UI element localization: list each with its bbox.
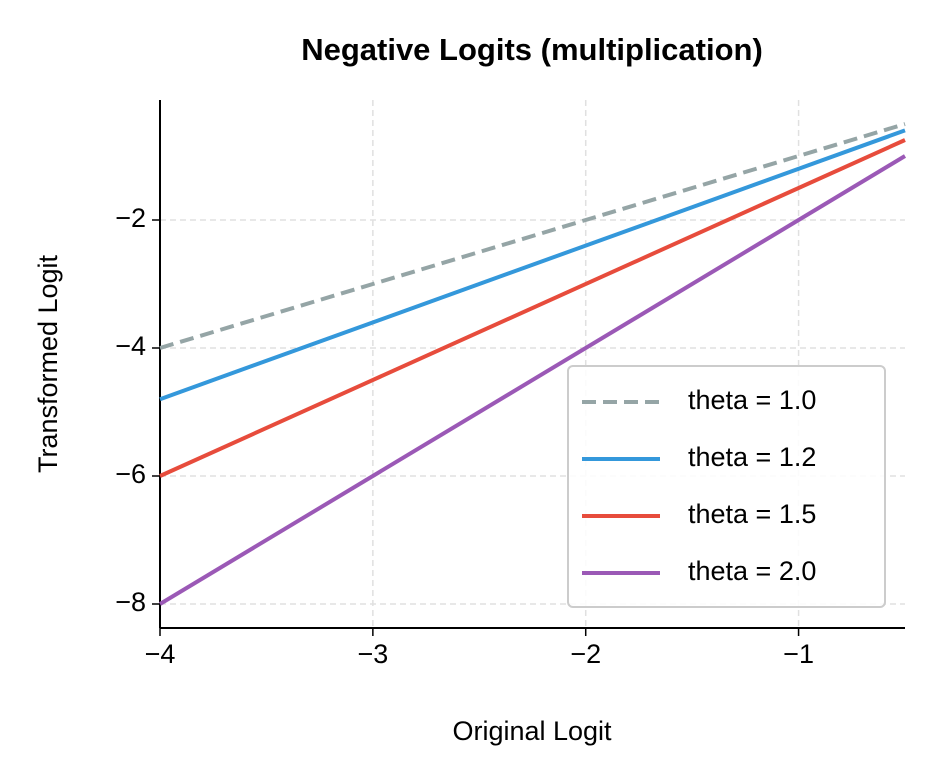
legend-label: theta = 1.2 xyxy=(688,442,816,472)
legend-label: theta = 1.5 xyxy=(688,499,816,529)
x-axis-label: Original Logit xyxy=(452,716,612,746)
x-tick-label: −3 xyxy=(357,639,388,669)
line-series xyxy=(158,154,907,606)
y-axis-label: Transformed Logit xyxy=(33,254,63,473)
x-tick-label: −1 xyxy=(783,639,814,669)
x-tick-label: −4 xyxy=(145,639,176,669)
legend-label: theta = 1.0 xyxy=(688,385,816,415)
y-tick-label: −4 xyxy=(115,331,146,361)
line-series xyxy=(159,128,906,402)
legend-box xyxy=(567,365,886,608)
y-tick-label: −2 xyxy=(115,203,146,233)
legend-label: theta = 2.0 xyxy=(688,556,816,586)
y-tick-label: −6 xyxy=(115,459,146,489)
y-tick-label: −8 xyxy=(115,587,146,617)
line-series xyxy=(159,138,906,478)
chart-title: Negative Logits (multiplication) xyxy=(301,32,763,67)
x-tick-label: −2 xyxy=(570,639,601,669)
line-series xyxy=(159,122,906,350)
